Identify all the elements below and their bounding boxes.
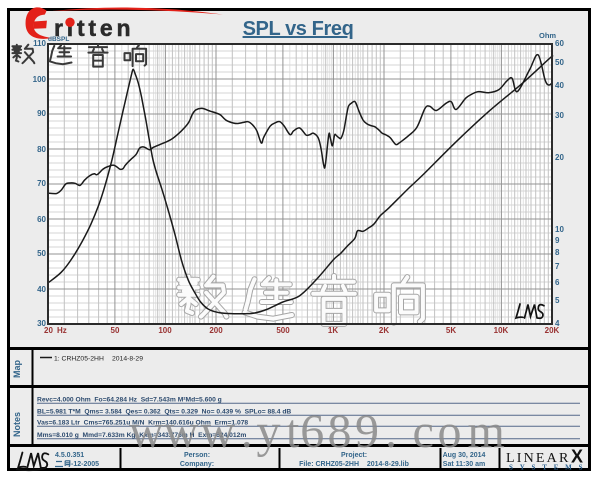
svg-text:90: 90 — [37, 109, 46, 118]
svg-text:50: 50 — [111, 326, 120, 335]
svg-text:5: 5 — [555, 296, 560, 305]
svg-text:60: 60 — [37, 215, 46, 224]
svg-text:50: 50 — [555, 58, 564, 67]
svg-text:110: 110 — [33, 39, 46, 48]
svg-text:2014-8-29: 2014-8-29 — [112, 356, 143, 363]
svg-text:100: 100 — [158, 326, 172, 335]
svg-text:30: 30 — [555, 111, 564, 120]
svg-text:8: 8 — [555, 248, 560, 257]
svg-text:SPL vs Freq: SPL vs Freq — [243, 18, 354, 40]
svg-text:200: 200 — [209, 326, 223, 335]
svg-text:SYSTEMS: SYSTEMS — [509, 464, 589, 472]
svg-text:40: 40 — [555, 81, 564, 90]
svg-text:80: 80 — [37, 145, 46, 154]
svg-text:Sat 11:30 am: Sat 11:30 am — [443, 461, 485, 468]
svg-text:20: 20 — [44, 326, 53, 335]
svg-text:10: 10 — [555, 225, 564, 234]
svg-text:www.yt689.com: www.yt689.com — [129, 405, 505, 458]
svg-text:Map: Map — [12, 359, 22, 378]
svg-text:Aug 30, 2014: Aug 30, 2014 — [443, 452, 486, 459]
svg-text:50: 50 — [37, 249, 46, 258]
svg-text:Notes: Notes — [12, 412, 22, 437]
svg-text:Ohm: Ohm — [539, 31, 556, 40]
svg-text:6: 6 — [555, 278, 560, 287]
svg-text:1: CRHZ05-2HH: 1: CRHZ05-2HH — [54, 356, 104, 363]
svg-text:Mms=8.010 g Mmd=7.633m Kg Kx: Mms=8.010 g Mmd=7.633m Kg Kxm=343.776m H… — [37, 432, 246, 439]
svg-text:LINEAR: LINEAR — [506, 451, 571, 466]
svg-text:Vas=6.183 Ltr Cms=765.251u M/: Vas=6.183 Ltr Cms=765.251u M/N Krm=140.6… — [37, 420, 248, 427]
svg-text:1K: 1K — [328, 326, 338, 335]
svg-text:70: 70 — [37, 179, 46, 188]
svg-text:2K: 2K — [379, 326, 389, 335]
svg-text:7: 7 — [555, 262, 560, 271]
svg-text:4: 4 — [555, 319, 560, 328]
svg-text:500: 500 — [276, 326, 290, 335]
svg-text:Hz: Hz — [57, 326, 67, 335]
svg-text:100: 100 — [33, 75, 47, 84]
svg-text:File: CRHZ05-2HH 2014-8-29.: File: CRHZ05-2HH 2014-8-29.lib — [299, 461, 409, 468]
svg-text:40: 40 — [37, 285, 46, 294]
svg-text:Company:: Company: — [180, 461, 214, 468]
svg-text:BL=5.981 T*M Qms= 3.584 Qes=: BL=5.981 T*M Qms= 3.584 Qes= 0.362 Qts= … — [37, 409, 291, 416]
svg-text:Person:: Person: — [184, 452, 210, 459]
svg-text:-12-2005: -12-2005 — [71, 461, 99, 468]
svg-text:10K: 10K — [494, 326, 509, 335]
svg-text:60: 60 — [555, 39, 564, 48]
svg-text:Project:: Project: — [341, 452, 367, 459]
svg-text:Revc=4.000 Ohm Fo=64.284 Hz: Revc=4.000 Ohm Fo=64.284 Hz Sd=7.543m M²… — [37, 397, 222, 404]
svg-text:5K: 5K — [446, 326, 456, 335]
svg-text:20K: 20K — [545, 326, 560, 335]
svg-text:30: 30 — [37, 319, 46, 328]
svg-text:4.5.0.351: 4.5.0.351 — [55, 452, 84, 459]
svg-text:dBSPL: dBSPL — [48, 36, 69, 43]
svg-text:20: 20 — [555, 153, 564, 162]
svg-text:9: 9 — [555, 236, 560, 245]
svg-text:X: X — [571, 447, 583, 467]
